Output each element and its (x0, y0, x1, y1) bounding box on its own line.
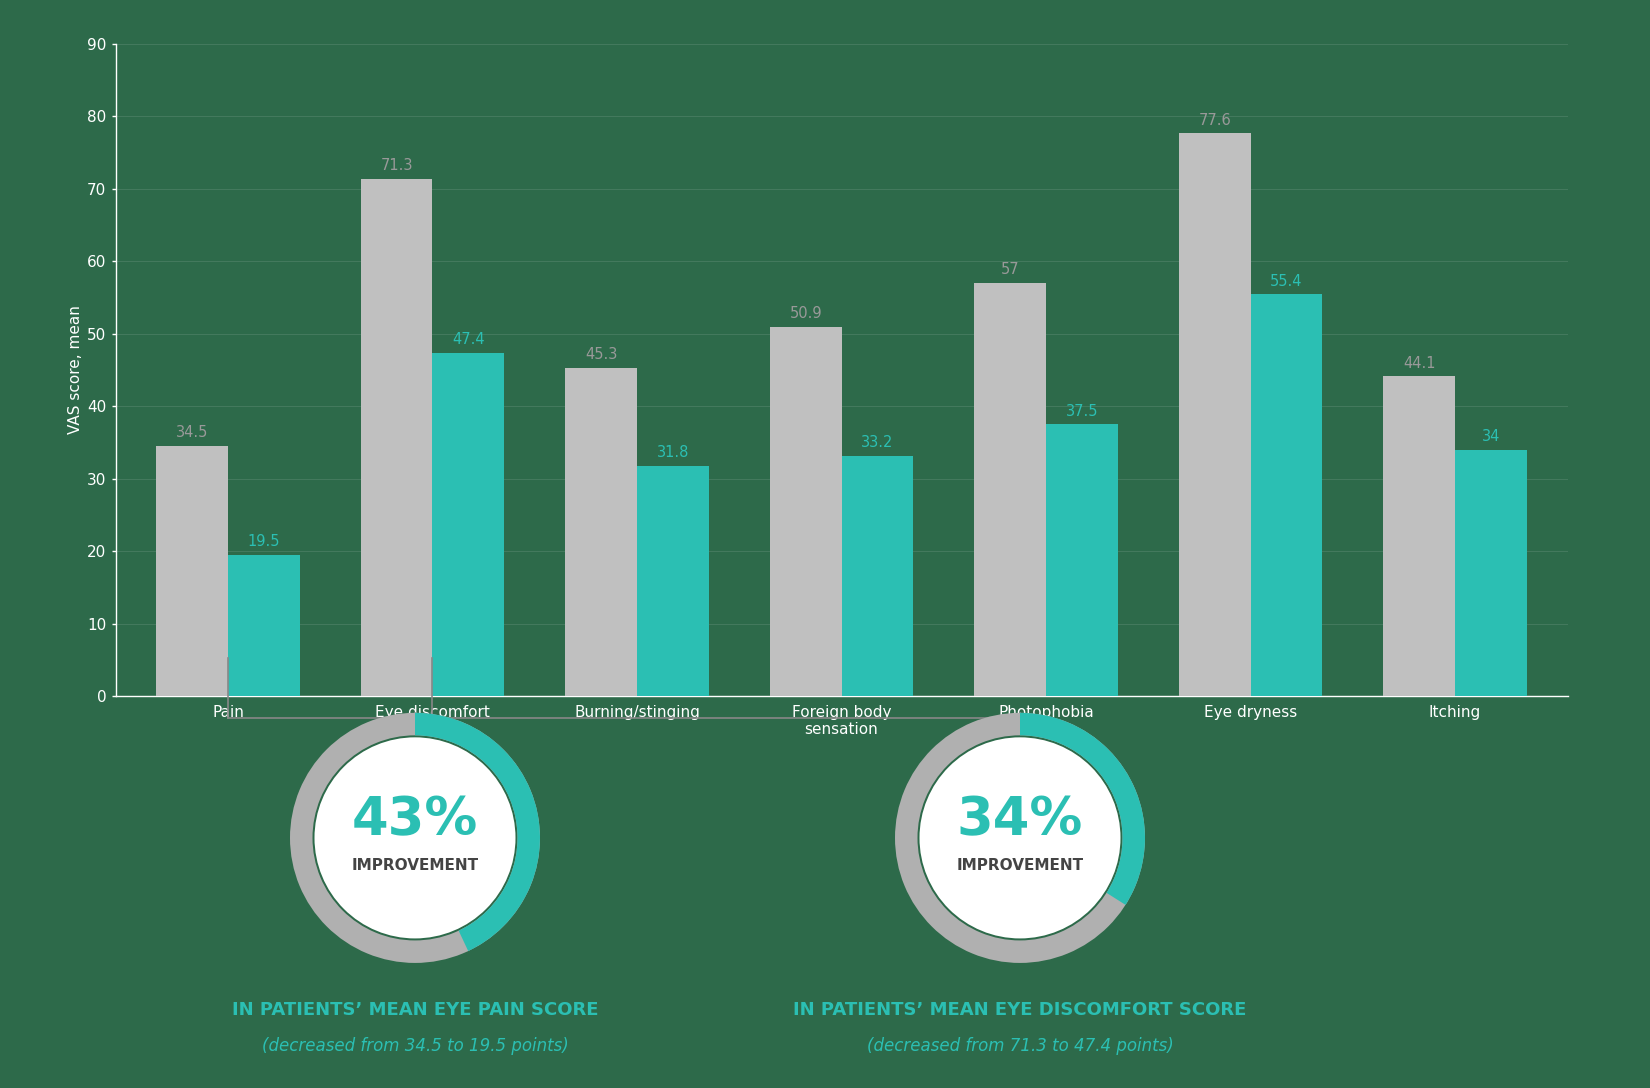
Text: 55.4: 55.4 (1270, 274, 1302, 288)
Text: 57: 57 (1002, 262, 1020, 277)
Text: 45.3: 45.3 (586, 347, 617, 362)
Bar (432, 353, 503, 696)
Circle shape (919, 738, 1120, 939)
Text: 34: 34 (1482, 429, 1500, 444)
Bar (975, 283, 1046, 696)
Wedge shape (1020, 713, 1145, 905)
Text: 44.1: 44.1 (1402, 356, 1436, 371)
Bar (566, 368, 637, 696)
Bar (1046, 424, 1117, 696)
Text: 34%: 34% (957, 794, 1082, 845)
Bar (842, 456, 912, 696)
Bar (771, 327, 842, 696)
Text: 37.5: 37.5 (1066, 404, 1097, 419)
Text: 50.9: 50.9 (789, 307, 822, 321)
Text: 71.3: 71.3 (381, 159, 412, 173)
Wedge shape (894, 713, 1145, 963)
Text: 31.8: 31.8 (657, 445, 690, 460)
Wedge shape (290, 713, 540, 963)
Text: VISUAL ANALOG SCALE: VISUAL ANALOG SCALE (706, 0, 977, 4)
Text: 19.5: 19.5 (248, 534, 280, 549)
Bar (228, 555, 300, 696)
Bar (1455, 449, 1526, 696)
Text: 34.5: 34.5 (177, 425, 208, 441)
Bar (637, 466, 708, 696)
Text: IMPROVEMENT: IMPROVEMENT (957, 858, 1084, 874)
Wedge shape (416, 713, 540, 951)
Bar (1383, 376, 1455, 696)
Text: 47.4: 47.4 (452, 332, 485, 347)
Text: (decreased from 71.3 to 47.4 points): (decreased from 71.3 to 47.4 points) (866, 1037, 1173, 1055)
Bar (157, 446, 228, 696)
Text: IN PATIENTS’ MEAN EYE PAIN SCORE: IN PATIENTS’ MEAN EYE PAIN SCORE (231, 1001, 599, 1019)
Text: 33.2: 33.2 (861, 435, 894, 449)
Circle shape (315, 738, 515, 939)
Text: IN PATIENTS’ MEAN EYE DISCOMFORT SCORE: IN PATIENTS’ MEAN EYE DISCOMFORT SCORE (794, 1001, 1247, 1019)
Bar (1180, 134, 1251, 696)
Text: IMPROVEMENT: IMPROVEMENT (351, 858, 478, 874)
Bar (1251, 295, 1322, 696)
Bar (361, 180, 432, 696)
Y-axis label: VAS score, mean: VAS score, mean (69, 306, 84, 434)
Text: (decreased from 34.5 to 19.5 points): (decreased from 34.5 to 19.5 points) (262, 1037, 568, 1055)
Text: 77.6: 77.6 (1198, 113, 1231, 127)
Text: 43%: 43% (351, 794, 478, 845)
